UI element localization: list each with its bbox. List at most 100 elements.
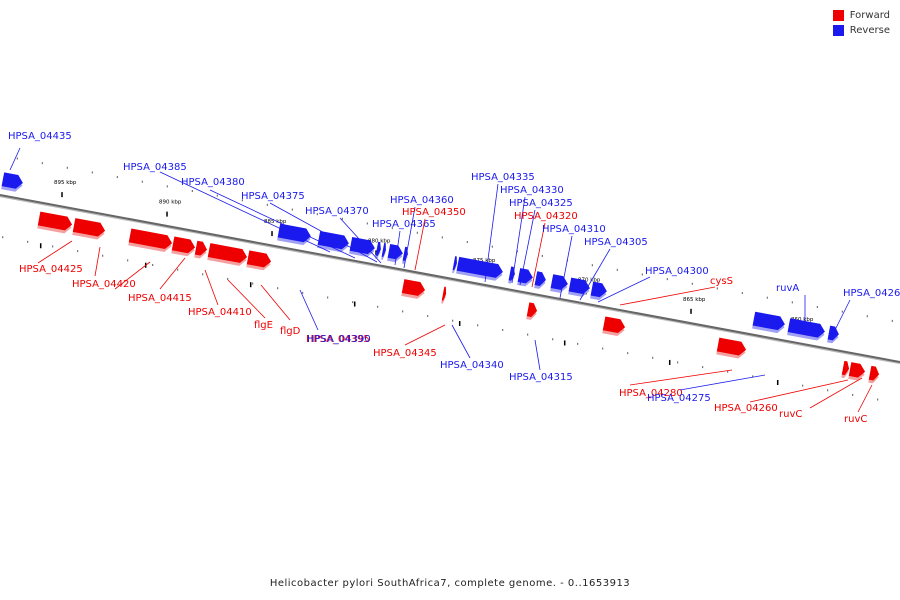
- gene-label: HPSA_04360: [390, 195, 454, 206]
- gene-arrow: [317, 231, 349, 253]
- gene-arrow-body: [517, 268, 533, 284]
- map-caption: Helicobacter pylori SouthAfrica7, comple…: [269, 578, 631, 589]
- gene-label: ruvC: [844, 414, 867, 425]
- gene-label: HPSA_04265: [843, 288, 900, 299]
- gene-label-connector: [597, 276, 651, 303]
- legend-item-forward: Forward: [832, 8, 890, 23]
- gene-label-connector: [37, 240, 73, 264]
- gene-arrow: [456, 256, 503, 281]
- gene-arrow: [827, 325, 839, 344]
- gene-label-connector: [534, 339, 541, 371]
- gene-label: HPSA_04420: [72, 279, 136, 290]
- legend: Forward Reverse: [832, 8, 890, 38]
- gene-arrow-body: [534, 271, 546, 286]
- gene-arrow-body: [787, 318, 825, 338]
- gene-label: cysS: [710, 276, 733, 287]
- gene-label-connector: [511, 196, 526, 284]
- gene-label: HPSA_04435: [8, 131, 72, 142]
- gene-label: flgD: [280, 326, 301, 337]
- gene-label: HPSA_04380: [181, 177, 245, 188]
- gene-arrow: [452, 256, 457, 274]
- gene-label-connector: [679, 374, 766, 391]
- gene-label: HPSA_04410: [188, 307, 252, 318]
- gene-arrow: [207, 243, 248, 266]
- gene-arrow: [402, 246, 408, 264]
- gene-label-connector: [269, 202, 378, 263]
- gene-label-connector: [484, 183, 499, 283]
- gene-label-connector: [9, 147, 21, 171]
- gene-arrow-body: [526, 302, 538, 317]
- gene-arrow-body: [375, 241, 381, 256]
- gene-label: HPSA_04260: [714, 403, 778, 414]
- gene-arrow: [246, 250, 272, 271]
- gene-arrow-body: [848, 362, 866, 378]
- gene-label: HPSA_04280: [619, 388, 683, 399]
- gene-label: HPSA_04415: [128, 293, 192, 304]
- gene-arrow: [37, 211, 73, 234]
- gene-arrow-body: [590, 281, 607, 298]
- legend-item-reverse: Reverse: [832, 23, 890, 38]
- gene-arrow: [868, 365, 880, 384]
- gene-arrow: [387, 244, 403, 263]
- gene-label: HPSA_04390: [307, 334, 371, 345]
- gene-arrow: [590, 281, 607, 301]
- gene-label: ruvC: [779, 409, 802, 420]
- gene-label-connector: [404, 324, 446, 346]
- gene-arrow: [375, 241, 381, 259]
- gene-arrow: [171, 236, 196, 257]
- gene-arrow: [441, 286, 447, 304]
- gene-label: HPSA_04300: [645, 266, 709, 277]
- gene-label-connector: [519, 209, 536, 286]
- scale-tick-label: 880 kbp: [368, 238, 391, 244]
- gene-arrow: [72, 218, 106, 240]
- gene-arrow: [194, 240, 208, 259]
- gene-arrow: [128, 228, 173, 252]
- gene-label-connector: [619, 286, 716, 306]
- gene-label-connector: [260, 284, 291, 321]
- gene-arrow: [752, 311, 785, 334]
- genome-backbone: [0, 194, 900, 363]
- gene-label-connector: [531, 222, 546, 288]
- gene-arrow-body: [827, 325, 839, 341]
- gene-label-connector: [559, 235, 573, 299]
- gene-label: HPSA_04395: [306, 334, 370, 345]
- gene-arrow-body: [277, 223, 311, 243]
- gene-label-connector: [857, 384, 873, 413]
- gene-label: HPSA_04325: [509, 198, 573, 209]
- gene-arrow-body: [401, 279, 426, 296]
- gene-label: HPSA_04345: [373, 348, 437, 359]
- gene-label: HPSA_04330: [500, 185, 564, 196]
- gene-label-connector: [227, 279, 266, 319]
- gene-arrow: [716, 337, 747, 359]
- gene-arrow: [787, 318, 825, 341]
- gene-label-connector: [809, 377, 863, 409]
- legend-label-reverse: Reverse: [849, 25, 890, 36]
- gene-label: HPSA_04320: [514, 211, 578, 222]
- gene-label-connector: [159, 171, 331, 253]
- gene-arrow-body: [508, 266, 515, 281]
- gene-arrow-body: [568, 277, 590, 294]
- gene-label: HPSA_04335: [471, 172, 535, 183]
- scale-tick-label: 885 kbp: [264, 219, 287, 225]
- gene-label-connector: [299, 289, 319, 331]
- gene-label-connector: [414, 218, 426, 271]
- gene-arrow-body: [441, 286, 447, 301]
- gene-arrow-body: [246, 250, 272, 268]
- gene-arrow-body: [387, 244, 403, 260]
- gene-arrow-body: [207, 243, 248, 263]
- gene-label-connector: [403, 206, 416, 269]
- gene-label-connector: [451, 324, 471, 359]
- gene-label-connector: [629, 369, 733, 386]
- gene-label: HPSA_04275: [647, 393, 711, 404]
- gene-arrow-body: [72, 218, 106, 237]
- gene-label-connector: [834, 299, 851, 331]
- gene-label-connector: [394, 230, 401, 266]
- gene-label: HPSA_04340: [440, 360, 504, 371]
- scale-tick-label: 895 kbp: [54, 180, 77, 186]
- gene-arrow-body: [456, 256, 503, 278]
- gene-label: flgE: [254, 320, 273, 331]
- gene-label: HPSA_04310: [542, 224, 606, 235]
- gene-arrow-body: [550, 274, 568, 290]
- gene-label-connector: [579, 248, 611, 301]
